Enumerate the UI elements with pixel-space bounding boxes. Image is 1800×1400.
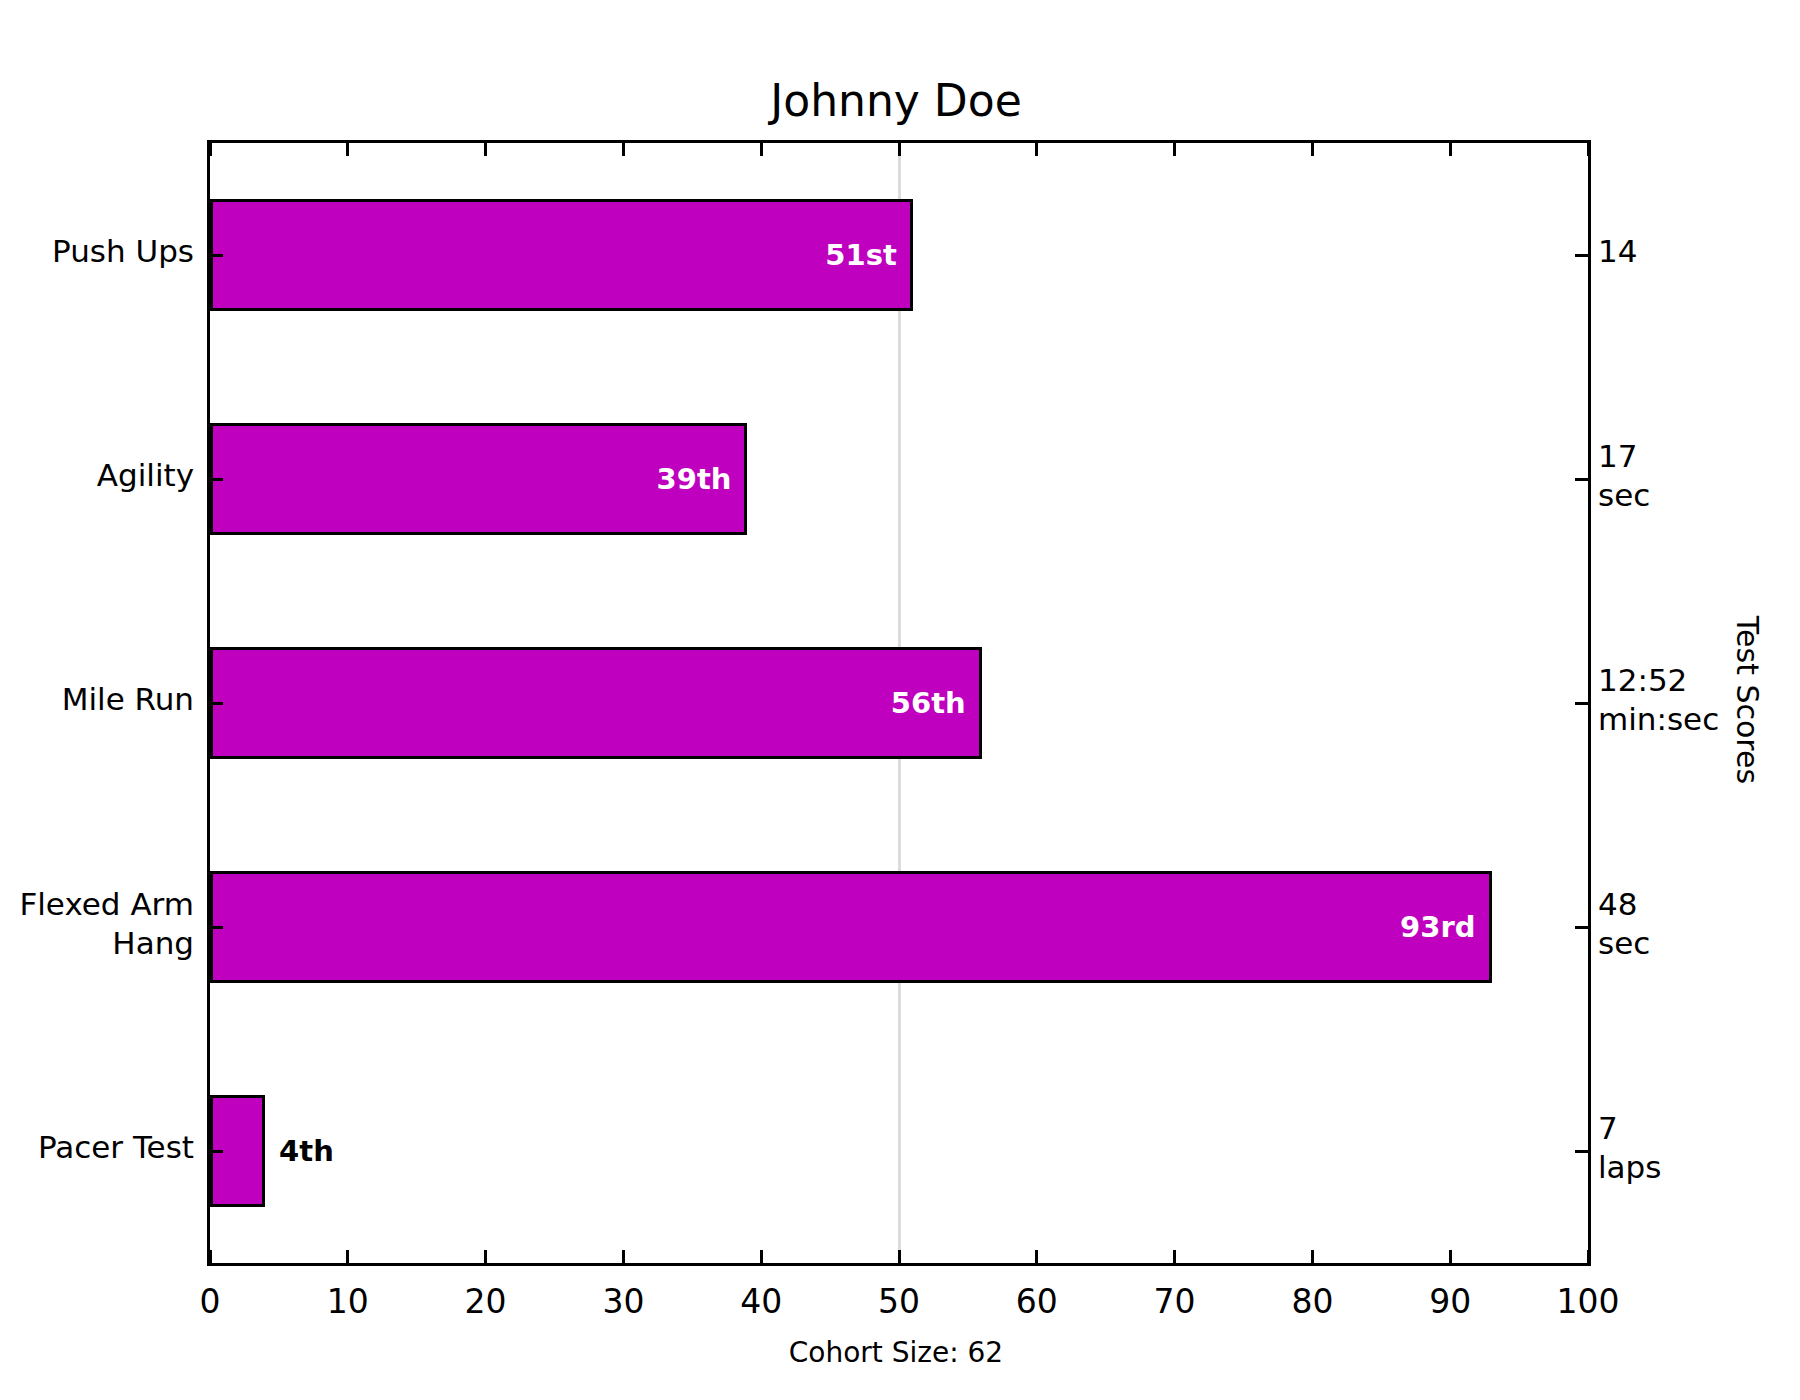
score-label-push-ups: 14 [1598, 232, 1788, 271]
score-label-line: 14 [1598, 232, 1788, 271]
category-label-flexed-arm-hang: Flexed ArmHang [0, 885, 194, 963]
x-tick-top [1035, 143, 1038, 156]
x-tick-label: 20 [465, 1285, 507, 1318]
y-tick-right [1575, 926, 1588, 929]
category-label-line: Flexed Arm [0, 885, 194, 924]
bar-value-label-pacer-test: 4th [279, 1137, 334, 1166]
category-label-line: Push Ups [0, 232, 194, 271]
y-tick-right [1575, 254, 1588, 257]
plot-area: 51st 39th 56th 93rd 4th [207, 140, 1591, 1266]
bar-value-label-push-ups: 51st [210, 241, 897, 270]
x-tick-bottom [1449, 1250, 1452, 1263]
x-tick-label: 70 [1154, 1285, 1196, 1318]
x-tick-bottom [760, 1250, 763, 1263]
x-tick-label: 50 [878, 1285, 920, 1318]
x-tick-label: 30 [602, 1285, 644, 1318]
score-label-line: sec [1598, 476, 1788, 515]
category-label-line: Pacer Test [0, 1128, 194, 1167]
x-tick-top [1449, 143, 1452, 156]
x-tick-label: 100 [1557, 1285, 1620, 1318]
x-tick-label: 40 [740, 1285, 782, 1318]
bar-value-label-flexed-arm-hang: 93rd [210, 913, 1476, 942]
score-label-agility: 17sec [1598, 437, 1788, 515]
x-tick-top [1311, 143, 1314, 156]
category-label-line: Hang [0, 924, 194, 963]
score-label-line: 7 [1598, 1109, 1788, 1148]
x-tick-bottom [1035, 1250, 1038, 1263]
score-label-mile-run: 12:52min:sec [1598, 661, 1788, 739]
score-label-flexed-arm-hang: 48sec [1598, 885, 1788, 963]
category-label-agility: Agility [0, 456, 194, 495]
x-tick-bottom [209, 1250, 212, 1263]
x-tick-label: 60 [1016, 1285, 1058, 1318]
score-label-line: 17 [1598, 437, 1788, 476]
x-tick-label: 0 [200, 1285, 221, 1318]
category-label-mile-run: Mile Run [0, 680, 194, 719]
category-label-pacer-test: Pacer Test [0, 1128, 194, 1167]
chart-title: Johnny Doe [207, 76, 1585, 127]
cohort-size-label: Cohort Size: 62 [207, 1336, 1585, 1370]
x-tick-top [346, 143, 349, 156]
score-label-line: min:sec [1598, 700, 1788, 739]
x-tick-top [1173, 143, 1176, 156]
score-label-pacer-test: 7laps [1598, 1109, 1788, 1187]
y-tick-right [1575, 1150, 1588, 1153]
category-label-push-ups: Push Ups [0, 232, 194, 271]
x-tick-label: 90 [1429, 1285, 1471, 1318]
x-tick-label: 10 [327, 1285, 369, 1318]
x-tick-bottom [1311, 1250, 1314, 1263]
x-tick-bottom [898, 1250, 901, 1263]
x-tick-bottom [484, 1250, 487, 1263]
x-tick-top [760, 143, 763, 156]
y-tick-right [1575, 702, 1588, 705]
x-tick-bottom [1173, 1250, 1176, 1263]
y-tick-left [210, 1150, 223, 1153]
figure: Johnny Doe 51st39th56th93rd4th Test Scor… [0, 0, 1800, 1400]
x-tick-top [209, 143, 212, 156]
category-label-line: Mile Run [0, 680, 194, 719]
bar-value-label-agility: 39th [210, 465, 731, 494]
x-tick-top [898, 143, 901, 156]
x-tick-top [1587, 143, 1590, 156]
x-tick-top [622, 143, 625, 156]
score-label-line: 48 [1598, 885, 1788, 924]
score-label-line: 12:52 [1598, 661, 1788, 700]
score-label-line: laps [1598, 1148, 1788, 1187]
score-label-line: sec [1598, 924, 1788, 963]
x-tick-bottom [622, 1250, 625, 1263]
category-label-line: Agility [0, 456, 194, 495]
x-tick-bottom [1587, 1250, 1590, 1263]
x-tick-bottom [346, 1250, 349, 1263]
x-tick-label: 80 [1291, 1285, 1333, 1318]
bar-value-label-mile-run: 56th [210, 689, 966, 718]
y-tick-right [1575, 478, 1588, 481]
x-tick-top [484, 143, 487, 156]
